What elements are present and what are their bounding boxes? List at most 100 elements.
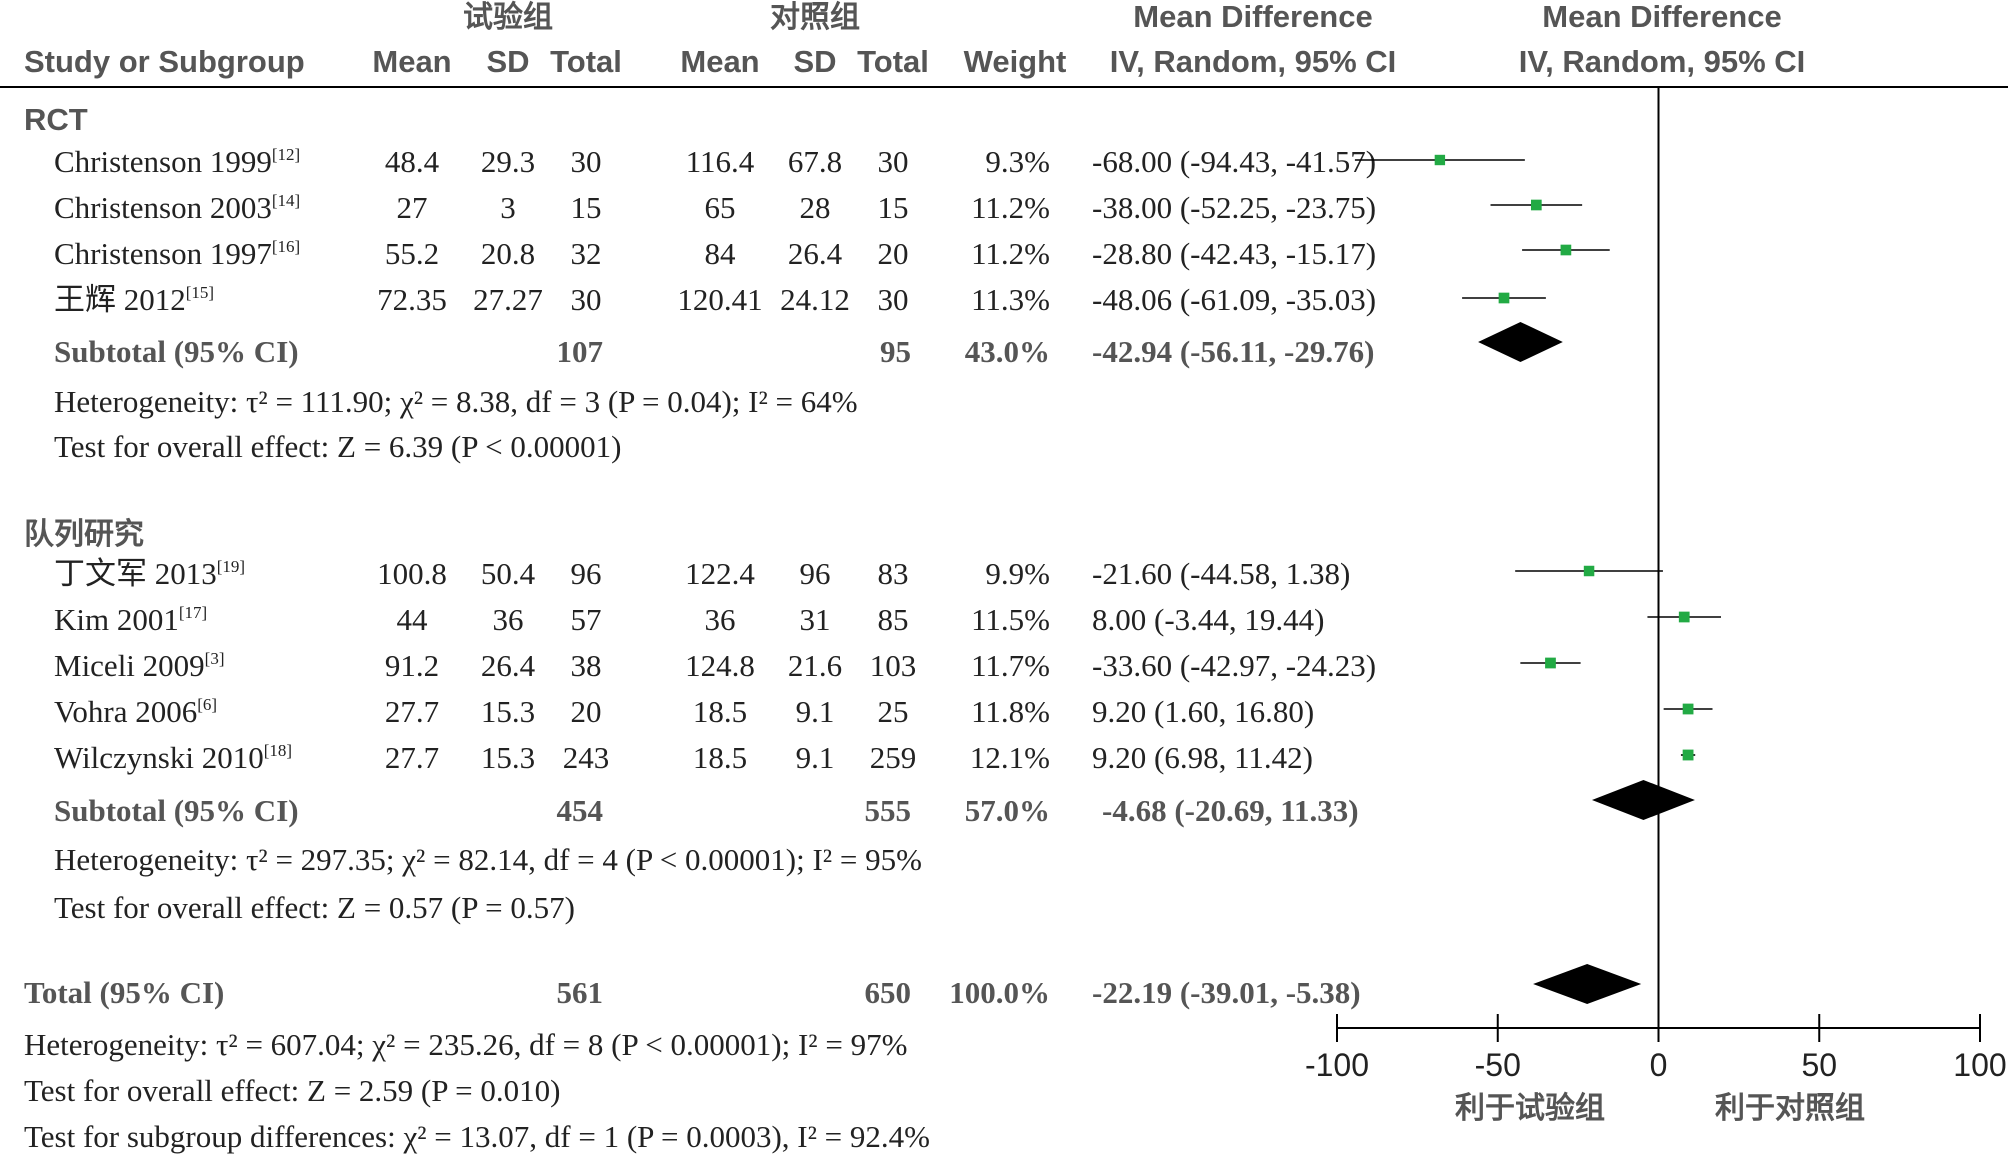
study-ctrl-mean: 18.5: [693, 694, 747, 729]
study-ci: 9.20 (6.98, 11.42): [1092, 740, 1313, 775]
summary-diamond: [1478, 322, 1563, 362]
subtotal-label: Subtotal (95% CI): [54, 793, 299, 828]
header-ctrl-sd: SD: [793, 44, 836, 79]
study-ctrl-mean: 65: [705, 190, 736, 225]
study-exp-sd: 20.8: [481, 236, 535, 271]
effect-marker: [1682, 749, 1694, 761]
summary-diamond: [1591, 780, 1695, 820]
study-exp-mean: 55.2: [385, 236, 439, 271]
study-exp-mean: 27: [397, 190, 428, 225]
header-ctrl-total: Total: [857, 44, 929, 79]
footer-overall-effect: Test for overall effect: Z = 2.59 (P = 0…: [24, 1073, 560, 1108]
favours-left-label: 利于试验组: [1455, 1091, 1605, 1126]
study-ctrl-total: 259: [870, 740, 917, 775]
study-ctrl-sd: 9.1: [796, 694, 835, 729]
footer-subgroup-diff: Test for subgroup differences: χ² = 13.0…: [24, 1119, 930, 1154]
effect-marker: [1560, 244, 1572, 256]
study-exp-sd: 3: [500, 190, 516, 225]
total-ctrl-total: 650: [865, 975, 912, 1010]
study-exp-total: 96: [571, 556, 602, 591]
study-exp-mean: 91.2: [385, 648, 439, 683]
study-weight: 11.5%: [971, 602, 1050, 637]
study-name: Christenson 1999[12]: [54, 144, 300, 179]
study-exp-mean: 72.35: [377, 282, 447, 317]
x-tick-label: 50: [1801, 1047, 1837, 1083]
header-plot-title: Mean Difference: [1542, 0, 1781, 34]
study-exp-total: 243: [563, 740, 610, 775]
favours-right-label: 利于对照组: [1715, 1091, 1865, 1126]
subtotal-weight: 57.0%: [965, 793, 1050, 828]
study-name: Vohra 2006[6]: [54, 694, 217, 729]
study-ctrl-sd: 28: [800, 190, 831, 225]
footer-heterogeneity: Heterogeneity: τ² = 607.04; χ² = 235.26,…: [24, 1027, 907, 1062]
header-study: Study or Subgroup: [24, 44, 305, 79]
study-weight: 9.3%: [985, 144, 1050, 179]
study-ctrl-mean: 116.4: [686, 144, 755, 179]
study-ctrl-total: 30: [878, 282, 909, 317]
header-exp-mean: Mean: [372, 44, 451, 79]
effect-marker: [1498, 292, 1510, 304]
study-ctrl-mean: 18.5: [693, 740, 747, 775]
study-ctrl-total: 30: [878, 144, 909, 179]
study-ctrl-mean: 84: [705, 236, 737, 271]
study-ci: -68.00 (-94.43, -41.57): [1092, 144, 1376, 179]
study-exp-sd: 15.3: [481, 740, 535, 775]
subtotal-ci: -4.68 (-20.69, 11.33): [1102, 793, 1359, 828]
study-ci: 9.20 (1.60, 16.80): [1092, 694, 1314, 729]
overall-effect-text: Test for overall effect: Z = 0.57 (P = 0…: [54, 890, 575, 925]
study-exp-sd: 27.27: [473, 282, 543, 317]
header-ctrl-mean: Mean: [680, 44, 759, 79]
study-exp-sd: 50.4: [481, 556, 536, 591]
study-ctrl-sd: 9.1: [796, 740, 835, 775]
total-label: Total (95% CI): [24, 975, 224, 1010]
effect-marker: [1434, 154, 1446, 166]
subtotal-ctrl-total: 555: [865, 793, 912, 828]
study-ci: -21.60 (-44.58, 1.38): [1092, 556, 1350, 591]
study-ctrl-sd: 67.8: [788, 144, 842, 179]
header-exp-sd: SD: [486, 44, 529, 79]
x-tick-label: -100: [1305, 1047, 1369, 1083]
study-ctrl-total: 83: [878, 556, 909, 591]
x-tick-label: -50: [1475, 1047, 1521, 1083]
subtotal-ctrl-total: 95: [880, 334, 911, 369]
study-weight: 12.1%: [970, 740, 1050, 775]
study-exp-sd: 29.3: [481, 144, 535, 179]
study-exp-mean: 100.8: [377, 556, 447, 591]
effect-marker: [1530, 199, 1542, 211]
study-name: Christenson 2003[14]: [54, 190, 300, 225]
study-exp-total: 32: [571, 236, 602, 271]
subtotal-exp-total: 454: [557, 793, 604, 828]
subtotal-exp-total: 107: [557, 334, 604, 369]
study-ctrl-sd: 26.4: [788, 236, 843, 271]
header-control-group: 对照组: [770, 0, 860, 35]
study-name: Christenson 1997[16]: [54, 236, 300, 271]
subgroup-heading: RCT: [24, 102, 88, 137]
heterogeneity-text: Heterogeneity: τ² = 111.90; χ² = 8.38, d…: [54, 384, 858, 419]
study-weight: 11.2%: [971, 190, 1050, 225]
study-ci: 8.00 (-3.44, 19.44): [1092, 602, 1324, 637]
overall-effect-text: Test for overall effect: Z = 6.39 (P < 0…: [54, 429, 621, 464]
study-ctrl-mean: 120.41: [677, 282, 762, 317]
x-tick-label: 100: [1953, 1047, 2006, 1083]
study-exp-sd: 15.3: [481, 694, 535, 729]
study-exp-mean: 27.7: [385, 740, 439, 775]
header-exp-total: Total: [550, 44, 622, 79]
total-ci: -22.19 (-39.01, -5.38): [1092, 975, 1361, 1010]
study-ctrl-total: 103: [870, 648, 917, 683]
study-exp-mean: 27.7: [385, 694, 439, 729]
subtotal-label: Subtotal (95% CI): [54, 334, 299, 369]
study-ctrl-sd: 21.6: [788, 648, 842, 683]
study-weight: 11.3%: [971, 282, 1050, 317]
effect-marker: [1545, 657, 1556, 669]
study-ctrl-total: 15: [878, 190, 909, 225]
study-ctrl-sd: 96: [800, 556, 831, 591]
x-tick-label: 0: [1650, 1047, 1668, 1083]
study-exp-total: 57: [571, 602, 602, 637]
study-ci: -48.06 (-61.09, -35.03): [1092, 282, 1376, 317]
study-ci: -28.80 (-42.43, -15.17): [1092, 236, 1376, 271]
study-name: Kim 2001[17]: [54, 602, 207, 637]
study-exp-mean: 44: [397, 602, 429, 637]
study-exp-total: 30: [571, 282, 602, 317]
header-plot-sub: IV, Random, 95% CI: [1519, 44, 1806, 79]
effect-marker: [1583, 565, 1595, 577]
